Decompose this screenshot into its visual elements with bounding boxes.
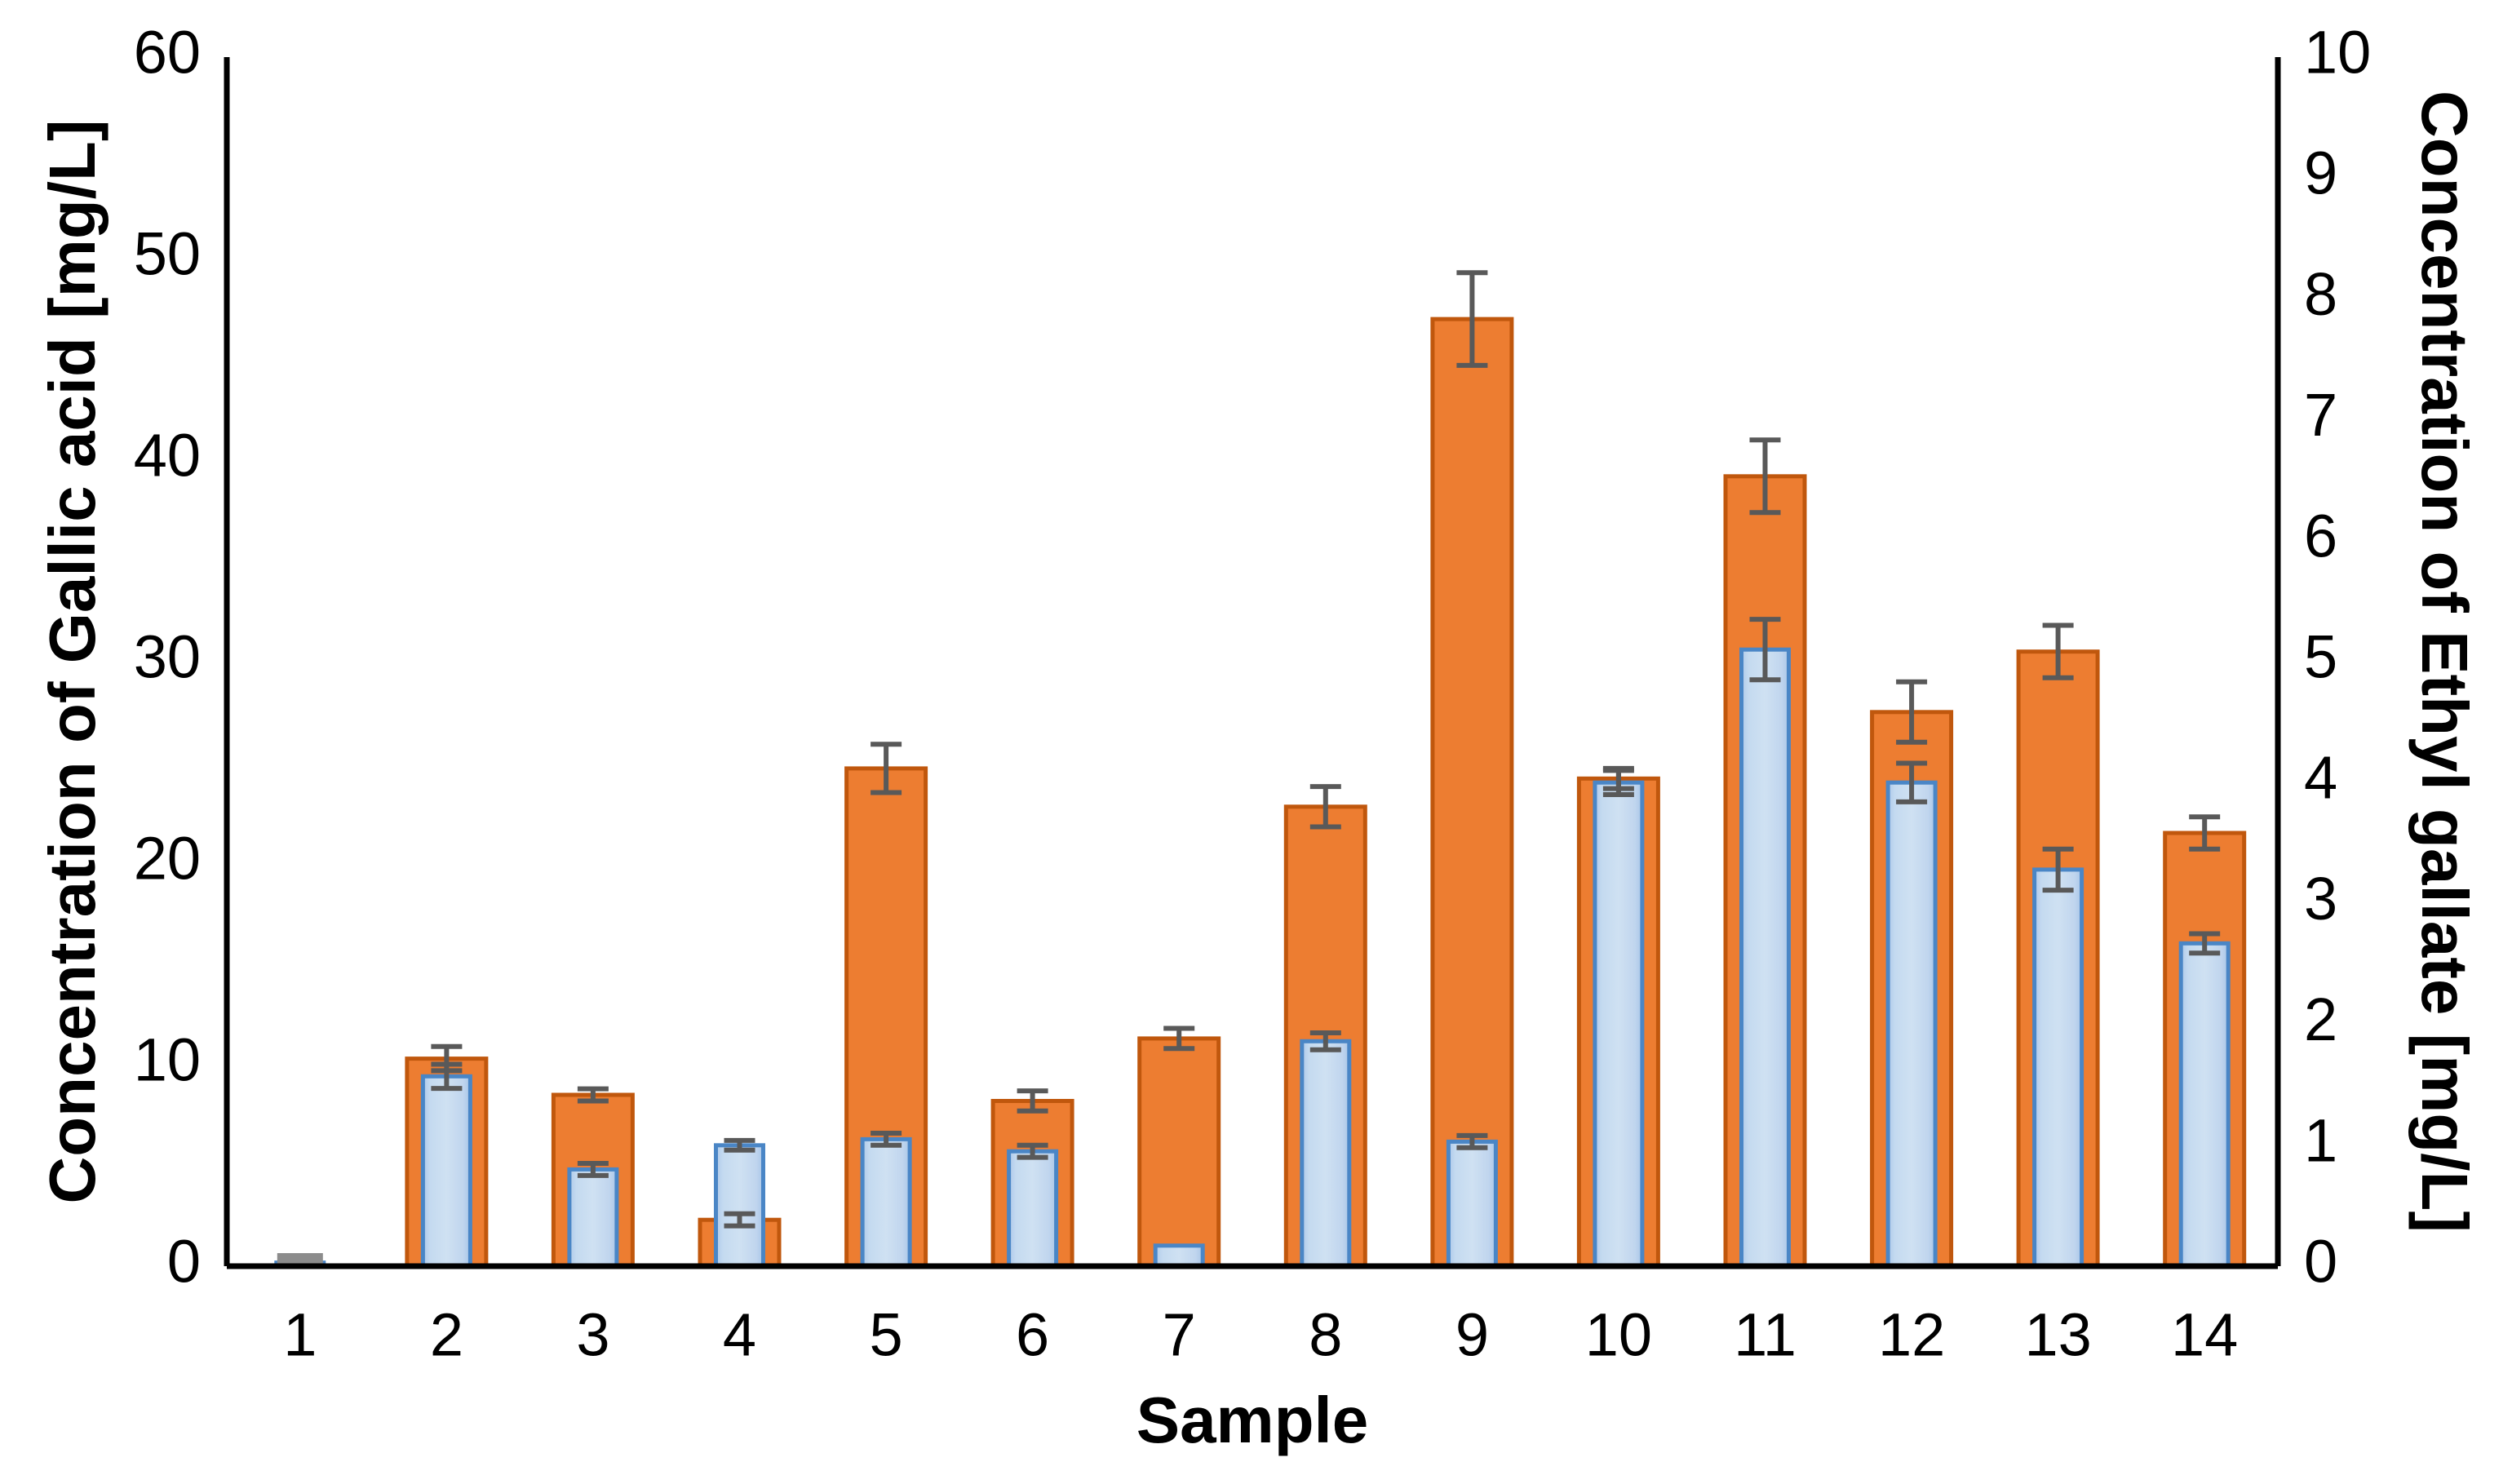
svg-text:2: 2 [2304, 986, 2337, 1053]
svg-text:6: 6 [2304, 502, 2337, 569]
svg-text:9: 9 [1455, 1301, 1489, 1369]
svg-text:7: 7 [1163, 1301, 1196, 1369]
svg-text:30: 30 [134, 623, 201, 691]
svg-text:50: 50 [134, 220, 201, 288]
svg-text:14: 14 [2171, 1301, 2238, 1369]
svg-text:7: 7 [2304, 381, 2337, 449]
svg-text:8: 8 [1309, 1301, 1342, 1369]
svg-text:0: 0 [2304, 1228, 2337, 1296]
svg-text:0: 0 [167, 1228, 201, 1296]
svg-text:10: 10 [1585, 1301, 1652, 1369]
svg-text:4: 4 [2304, 744, 2337, 812]
svg-text:4: 4 [723, 1301, 756, 1369]
svg-text:Concentration of Gallic acid [: Concentration of Gallic acid [mg/L] [36, 120, 109, 1204]
svg-text:Sample: Sample [1136, 1384, 1369, 1456]
svg-text:10: 10 [2304, 19, 2371, 86]
svg-text:2: 2 [430, 1301, 463, 1369]
svg-text:6: 6 [1016, 1301, 1049, 1369]
svg-text:13: 13 [2024, 1301, 2091, 1369]
svg-text:5: 5 [2304, 623, 2337, 691]
svg-text:Concentration of Ethyl gallate: Concentration of Ethyl gallate [mg/L] [2408, 91, 2481, 1233]
svg-text:40: 40 [134, 422, 201, 489]
svg-text:5: 5 [870, 1301, 903, 1369]
svg-text:3: 3 [576, 1301, 609, 1369]
svg-text:1: 1 [283, 1301, 317, 1369]
svg-text:12: 12 [1878, 1301, 1945, 1369]
svg-text:1: 1 [2304, 1106, 2337, 1174]
svg-text:9: 9 [2304, 140, 2337, 207]
svg-text:3: 3 [2304, 865, 2337, 932]
svg-text:11: 11 [1734, 1301, 1797, 1369]
svg-text:20: 20 [134, 825, 201, 893]
svg-text:8: 8 [2304, 260, 2337, 328]
svg-text:60: 60 [134, 19, 201, 86]
svg-text:10: 10 [134, 1026, 201, 1094]
